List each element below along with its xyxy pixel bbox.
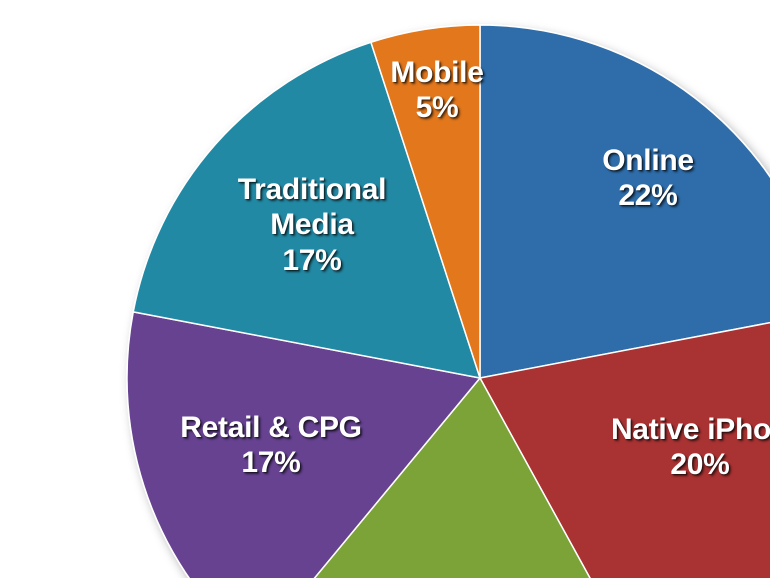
pie-slice-native-iphone <box>478 321 770 578</box>
pie-slice-online <box>479 24 770 379</box>
pie-slice-mobile <box>369 24 481 379</box>
pie-slice-traditional-media <box>132 41 482 379</box>
pie-slice-unlabeled-2 <box>313 376 591 578</box>
pie-slice-retail-cpg <box>126 310 482 578</box>
pie-slice-group <box>126 24 770 578</box>
